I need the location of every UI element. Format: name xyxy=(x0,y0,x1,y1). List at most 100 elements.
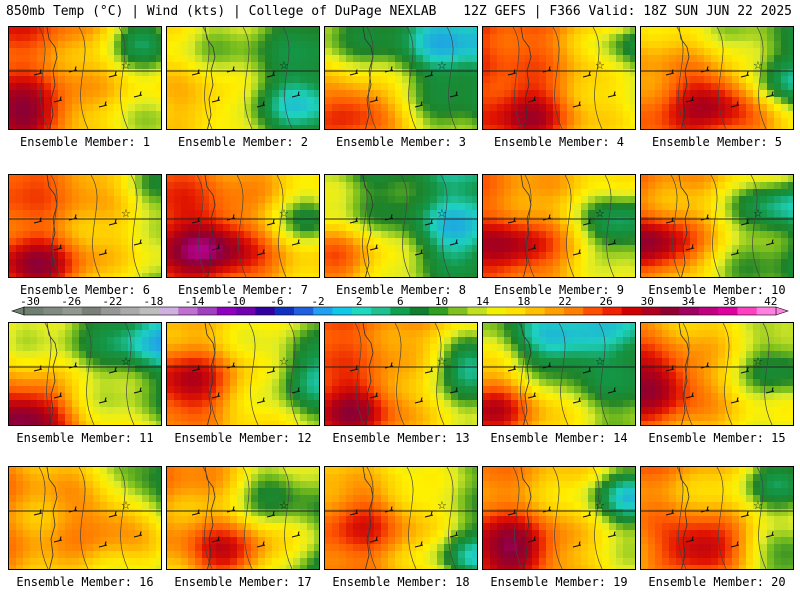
colorbar-swatch xyxy=(486,307,507,315)
ensemble-member-map: ☆ xyxy=(640,174,794,278)
wind-barb xyxy=(108,511,118,518)
wind-barb xyxy=(730,249,740,256)
wind-barb xyxy=(68,362,78,369)
contour-line xyxy=(276,175,287,277)
contour-line xyxy=(722,323,733,425)
ensemble-member-map: ☆ xyxy=(8,466,162,570)
wind-barb xyxy=(449,531,459,538)
colorbar-swatch xyxy=(428,307,449,315)
wind-barb xyxy=(507,365,517,372)
colorbar-swatch xyxy=(525,307,545,315)
wind-barb xyxy=(542,362,552,369)
wind-barb xyxy=(607,239,617,246)
city-star-icon: ☆ xyxy=(753,207,763,220)
ensemble-member-caption: Ensemble Member: 16 xyxy=(16,575,154,589)
city-star-icon: ☆ xyxy=(121,355,131,368)
colorbar-tick-label: -26 xyxy=(61,296,81,308)
colorbar-min-arrow xyxy=(11,306,25,316)
wind-barb xyxy=(349,69,359,76)
colorbar-tick-label: -22 xyxy=(102,296,122,308)
wind-barb xyxy=(68,506,78,513)
ensemble-member-caption: Ensemble Member: 8 xyxy=(335,283,467,297)
ensemble-member-map: ☆ xyxy=(640,322,794,426)
ensemble-member-map: ☆ xyxy=(324,466,478,570)
colorbar-tick-label: 10 xyxy=(435,296,448,308)
wind-barb xyxy=(414,101,424,108)
contour-line xyxy=(406,27,417,129)
temperature-field: ☆ xyxy=(483,175,635,277)
ensemble-member-map: ☆ xyxy=(166,466,320,570)
wind-barb xyxy=(53,96,63,103)
contour-line xyxy=(552,27,563,129)
wind-barb xyxy=(730,397,740,404)
wind-barb xyxy=(582,71,592,78)
colorbar-tick-label: 30 xyxy=(641,296,654,308)
contour-line xyxy=(682,323,693,425)
contour-line xyxy=(50,175,61,277)
city-star-icon: ☆ xyxy=(753,59,763,72)
contour-line xyxy=(242,467,253,569)
colorbar-swatch xyxy=(332,307,353,315)
wind-barb xyxy=(369,536,379,543)
contour-line xyxy=(124,323,135,425)
contour-line xyxy=(716,27,727,129)
colorbar-swatch xyxy=(563,307,584,315)
ensemble-member-map: ☆ xyxy=(482,26,636,130)
coastline xyxy=(46,323,58,425)
ensemble-member-caption: Ensemble Member: 2 xyxy=(177,135,309,149)
wind-barb xyxy=(449,387,459,394)
wind-barb xyxy=(369,244,379,251)
ensemble-member-caption: Ensemble Member: 5 xyxy=(651,135,783,149)
contour-line xyxy=(564,175,575,277)
wind-barb xyxy=(266,511,276,518)
contour-line xyxy=(670,175,681,277)
colorbar-swatch xyxy=(120,307,140,315)
temperature-field: ☆ xyxy=(9,175,161,277)
colorbar-swatch xyxy=(641,307,661,315)
wind-barb xyxy=(542,66,552,73)
temperature-field: ☆ xyxy=(641,323,793,425)
city-star-icon: ☆ xyxy=(753,499,763,512)
colorbar-swatch xyxy=(255,307,275,315)
wind-barb xyxy=(98,101,108,108)
coastline xyxy=(520,323,532,425)
wind-barb xyxy=(740,219,750,226)
wind-barb xyxy=(53,244,63,251)
ensemble-member-map: ☆ xyxy=(482,174,636,278)
city-star-icon: ☆ xyxy=(121,207,131,220)
contour-line xyxy=(518,323,529,425)
city-star-icon: ☆ xyxy=(437,59,447,72)
wind-barb xyxy=(685,96,695,103)
colorbar-tick-label: -30 xyxy=(20,296,40,308)
coastline xyxy=(678,27,690,129)
city-star-icon: ☆ xyxy=(279,59,289,72)
contour-line xyxy=(366,27,377,129)
colorbar-swatch xyxy=(24,307,44,315)
wind-barb xyxy=(291,91,301,98)
contour-line xyxy=(756,27,767,129)
wind-barb xyxy=(133,387,143,394)
contour-line xyxy=(592,467,603,569)
coastline xyxy=(520,467,532,569)
city-star-icon: ☆ xyxy=(121,59,131,72)
coastline xyxy=(46,27,58,129)
colorbar-swatch xyxy=(139,307,160,315)
contour-line xyxy=(196,175,207,277)
wind-barb xyxy=(369,96,379,103)
colorbar-tick-label: 6 xyxy=(397,296,404,308)
ensemble-member-caption: Ensemble Member: 6 xyxy=(19,283,151,297)
coastline xyxy=(678,175,690,277)
contour-line xyxy=(400,175,411,277)
wind-barb xyxy=(384,506,394,513)
coastline xyxy=(362,175,374,277)
wind-barb xyxy=(226,362,236,369)
wind-barb xyxy=(700,506,710,513)
temperature-field: ☆ xyxy=(483,467,635,569)
coastline xyxy=(362,323,374,425)
wind-barb xyxy=(507,509,517,516)
coastline xyxy=(678,323,690,425)
wind-barb xyxy=(449,239,459,246)
city-star-icon: ☆ xyxy=(121,499,131,512)
colorbar-swatch xyxy=(390,307,410,315)
wind-barb xyxy=(424,367,434,374)
